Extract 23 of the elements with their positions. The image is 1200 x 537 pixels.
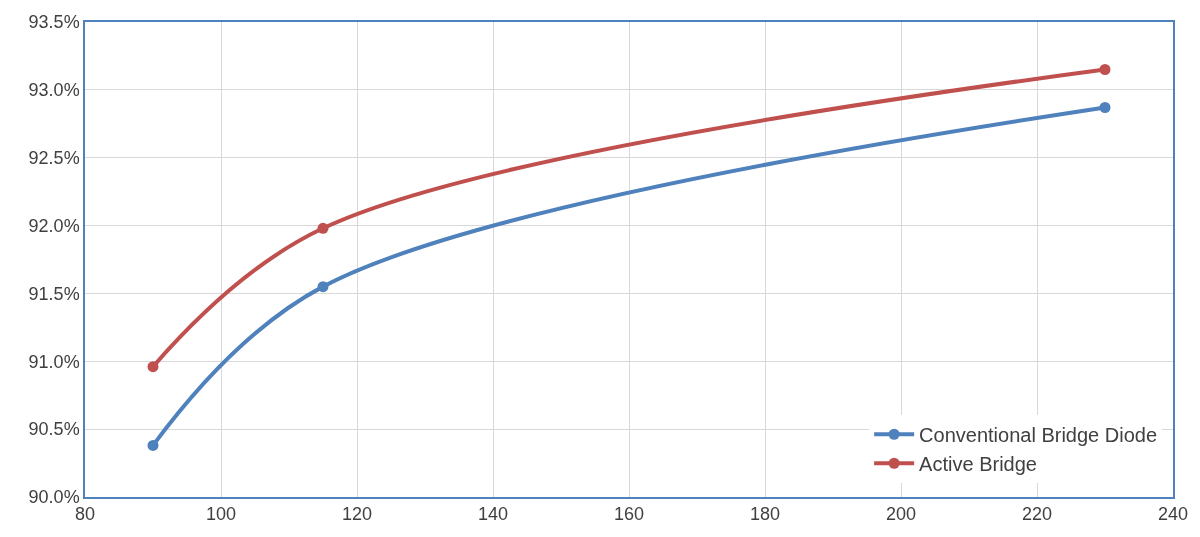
point (1099, 102, 1111, 113)
x-tick-label: 140 (477, 504, 509, 525)
x-tick-label: 160 (613, 504, 645, 525)
y-tick-label: 92.0% (28, 215, 80, 236)
legend-label: Active Bridge (919, 453, 1037, 476)
y-tick-label: 93.0% (28, 80, 80, 101)
x-tick-label: 200 (885, 504, 917, 525)
x-tick-label: 100 (205, 504, 237, 525)
y-tick-label: 91.0% (28, 351, 80, 372)
x-tick-label: 240 (1157, 504, 1189, 525)
y-tick-label: 90.5% (28, 419, 80, 440)
y-tick-label: 91.5% (28, 283, 80, 304)
point (317, 281, 329, 293)
x-tick-label: 220 (1021, 504, 1053, 525)
x-tick-label: 180 (749, 504, 781, 525)
point (1099, 64, 1111, 75)
x-tick-label: 120 (341, 504, 373, 525)
legend-label: Conventional Bridge Diode (919, 424, 1158, 447)
point (147, 439, 159, 451)
y-tick-label: 93.5% (28, 12, 80, 33)
point (317, 222, 329, 234)
point (147, 361, 159, 373)
y-tick-label: 92.5% (28, 148, 80, 169)
